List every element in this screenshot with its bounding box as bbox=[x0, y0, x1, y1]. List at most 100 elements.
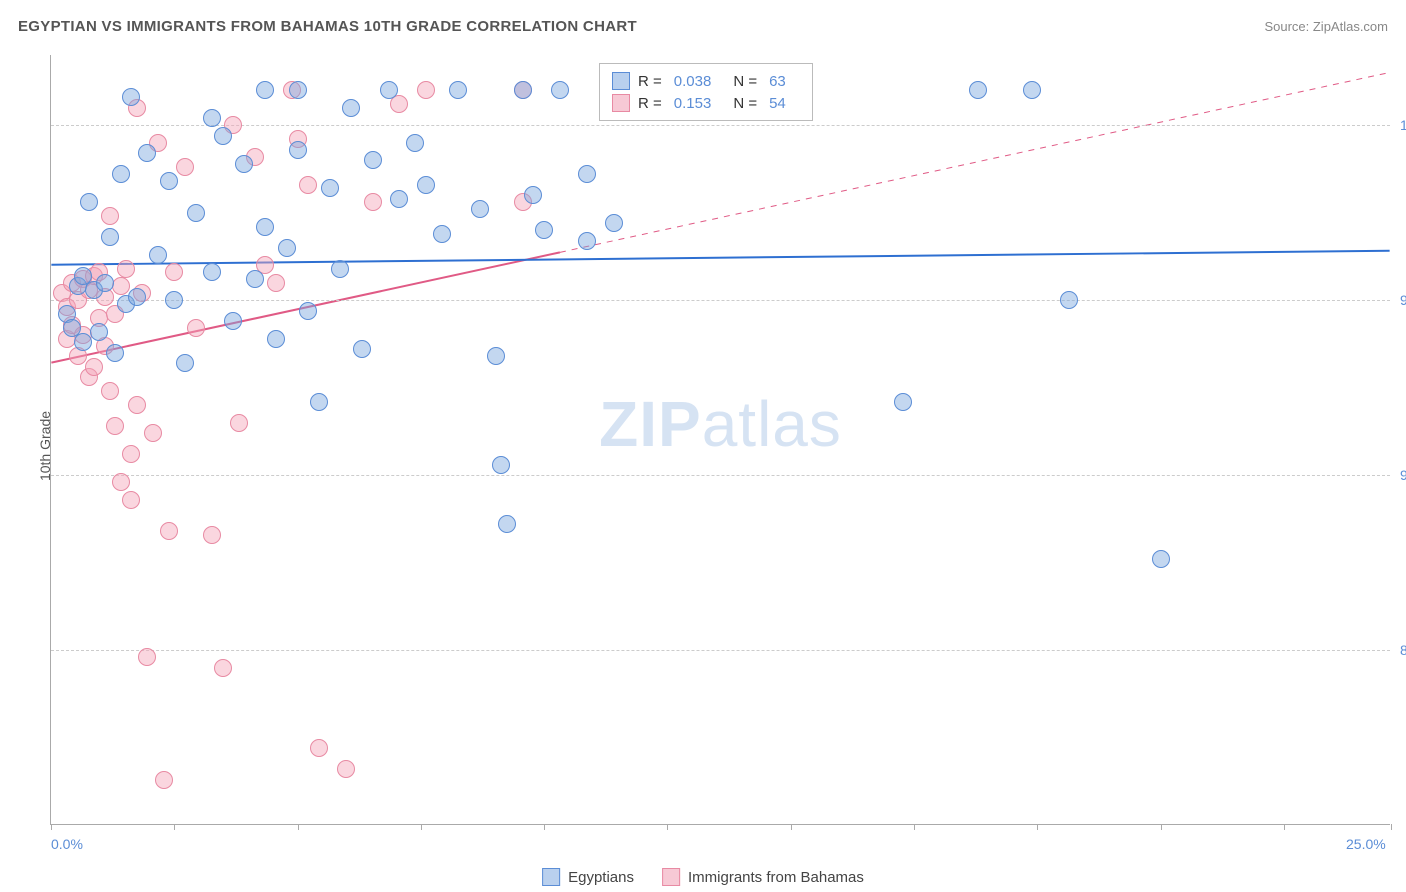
scatter-marker-egyptians bbox=[310, 393, 328, 411]
scatter-marker-bahamas bbox=[112, 473, 130, 491]
scatter-marker-egyptians bbox=[101, 228, 119, 246]
scatter-marker-bahamas bbox=[160, 522, 178, 540]
gridline-horizontal bbox=[51, 475, 1390, 476]
scatter-marker-bahamas bbox=[112, 277, 130, 295]
scatter-marker-bahamas bbox=[267, 274, 285, 292]
correlation-legend: R = 0.038 N = 63 R = 0.153 N = 54 bbox=[599, 63, 813, 121]
scatter-marker-egyptians bbox=[122, 88, 140, 106]
trend-line-egyptians bbox=[51, 251, 1389, 265]
y-tick-label: 100.0% bbox=[1400, 117, 1406, 133]
n-value-egyptians: 63 bbox=[769, 73, 786, 90]
scatter-marker-bahamas bbox=[337, 760, 355, 778]
scatter-marker-egyptians bbox=[289, 81, 307, 99]
scatter-marker-egyptians bbox=[342, 99, 360, 117]
legend-swatch-egyptians bbox=[542, 868, 560, 886]
scatter-marker-egyptians bbox=[1060, 291, 1078, 309]
r-label: R = bbox=[638, 95, 662, 112]
n-label: N = bbox=[733, 95, 757, 112]
scatter-marker-bahamas bbox=[117, 260, 135, 278]
scatter-marker-egyptians bbox=[278, 239, 296, 257]
x-tick bbox=[1391, 824, 1392, 830]
scatter-marker-bahamas bbox=[230, 414, 248, 432]
legend-item-egyptians: Egyptians bbox=[542, 868, 634, 886]
scatter-marker-egyptians bbox=[299, 302, 317, 320]
scatter-chart: ZIPatlas R = 0.038 N = 63 R = 0.153 N = … bbox=[50, 55, 1390, 825]
source-prefix: Source: bbox=[1264, 19, 1312, 34]
scatter-marker-egyptians bbox=[165, 291, 183, 309]
scatter-marker-egyptians bbox=[138, 144, 156, 162]
scatter-marker-egyptians bbox=[471, 200, 489, 218]
scatter-marker-bahamas bbox=[417, 81, 435, 99]
scatter-marker-egyptians bbox=[433, 225, 451, 243]
x-tick bbox=[174, 824, 175, 830]
scatter-marker-bahamas bbox=[214, 659, 232, 677]
scatter-marker-egyptians bbox=[406, 134, 424, 152]
x-tick bbox=[1284, 824, 1285, 830]
trend-lines-layer bbox=[51, 55, 1390, 824]
scatter-marker-egyptians bbox=[187, 204, 205, 222]
scatter-marker-egyptians bbox=[289, 141, 307, 159]
x-tick bbox=[298, 824, 299, 830]
x-tick-label: 25.0% bbox=[1346, 836, 1386, 852]
scatter-marker-egyptians bbox=[224, 312, 242, 330]
scatter-marker-bahamas bbox=[310, 739, 328, 757]
x-tick bbox=[791, 824, 792, 830]
scatter-marker-egyptians bbox=[267, 330, 285, 348]
x-tick bbox=[421, 824, 422, 830]
x-tick bbox=[914, 824, 915, 830]
scatter-marker-bahamas bbox=[122, 491, 140, 509]
scatter-marker-egyptians bbox=[96, 274, 114, 292]
x-tick bbox=[667, 824, 668, 830]
scatter-marker-bahamas bbox=[144, 424, 162, 442]
scatter-marker-egyptians bbox=[1023, 81, 1041, 99]
scatter-marker-egyptians bbox=[90, 323, 108, 341]
source-name: ZipAtlas.com bbox=[1313, 19, 1388, 34]
series-legend: Egyptians Immigrants from Bahamas bbox=[542, 868, 864, 886]
scatter-marker-egyptians bbox=[578, 165, 596, 183]
chart-title: EGYPTIAN VS IMMIGRANTS FROM BAHAMAS 10TH… bbox=[18, 18, 637, 35]
scatter-marker-egyptians bbox=[514, 81, 532, 99]
x-tick-label: 0.0% bbox=[51, 836, 83, 852]
x-tick bbox=[544, 824, 545, 830]
legend-label-bahamas: Immigrants from Bahamas bbox=[688, 869, 864, 886]
n-label: N = bbox=[733, 73, 757, 90]
scatter-marker-egyptians bbox=[353, 340, 371, 358]
scatter-marker-bahamas bbox=[165, 263, 183, 281]
scatter-marker-egyptians bbox=[605, 214, 623, 232]
scatter-marker-egyptians bbox=[492, 456, 510, 474]
scatter-marker-egyptians bbox=[256, 81, 274, 99]
scatter-marker-egyptians bbox=[235, 155, 253, 173]
scatter-marker-egyptians bbox=[128, 288, 146, 306]
scatter-marker-egyptians bbox=[203, 109, 221, 127]
scatter-marker-egyptians bbox=[449, 81, 467, 99]
scatter-marker-egyptians bbox=[80, 193, 98, 211]
scatter-marker-egyptians bbox=[364, 151, 382, 169]
scatter-marker-egyptians bbox=[578, 232, 596, 250]
scatter-marker-egyptians bbox=[74, 333, 92, 351]
scatter-marker-egyptians bbox=[203, 263, 221, 281]
chart-header: EGYPTIAN VS IMMIGRANTS FROM BAHAMAS 10TH… bbox=[18, 18, 1388, 35]
gridline-horizontal bbox=[51, 125, 1390, 126]
scatter-marker-bahamas bbox=[138, 648, 156, 666]
scatter-marker-bahamas bbox=[128, 396, 146, 414]
scatter-marker-egyptians bbox=[112, 165, 130, 183]
r-value-egyptians: 0.038 bbox=[674, 73, 712, 90]
scatter-marker-bahamas bbox=[106, 417, 124, 435]
watermark: ZIPatlas bbox=[599, 387, 842, 461]
scatter-marker-bahamas bbox=[122, 445, 140, 463]
scatter-marker-bahamas bbox=[85, 358, 103, 376]
legend-swatch-bahamas bbox=[662, 868, 680, 886]
scatter-marker-bahamas bbox=[187, 319, 205, 337]
scatter-marker-egyptians bbox=[149, 246, 167, 264]
scatter-marker-bahamas bbox=[101, 382, 119, 400]
r-value-bahamas: 0.153 bbox=[674, 95, 712, 112]
x-tick bbox=[51, 824, 52, 830]
scatter-marker-egyptians bbox=[524, 186, 542, 204]
chart-source: Source: ZipAtlas.com bbox=[1264, 19, 1388, 34]
scatter-marker-egyptians bbox=[969, 81, 987, 99]
gridline-horizontal bbox=[51, 300, 1390, 301]
scatter-marker-egyptians bbox=[551, 81, 569, 99]
scatter-marker-egyptians bbox=[417, 176, 435, 194]
scatter-marker-egyptians bbox=[535, 221, 553, 239]
scatter-marker-bahamas bbox=[203, 526, 221, 544]
